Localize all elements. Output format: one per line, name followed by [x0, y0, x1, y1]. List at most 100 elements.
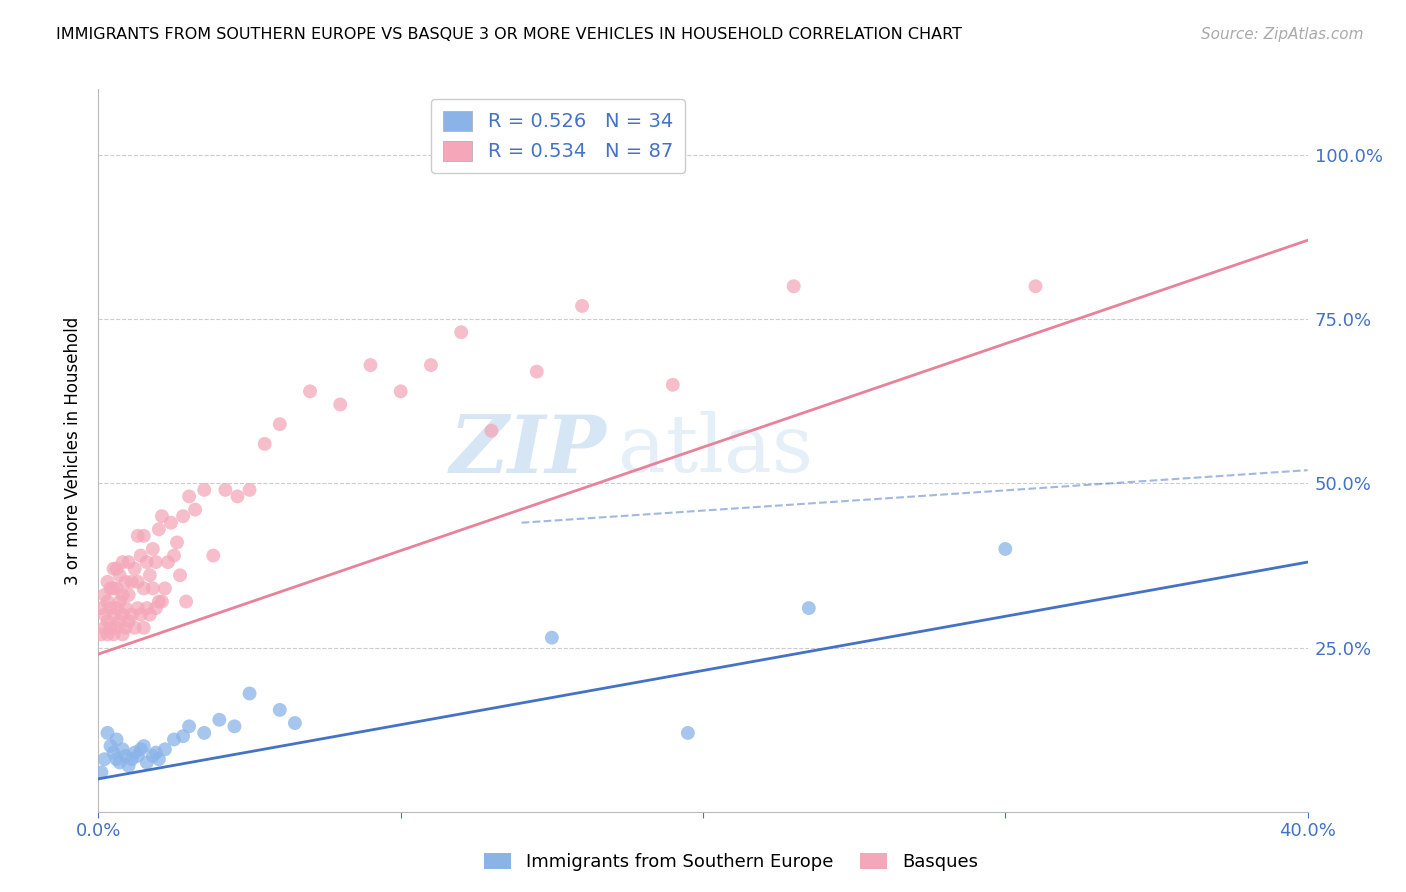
Point: [163, 732, 186, 747]
Point: [450, 325, 472, 339]
Point: [124, 562, 146, 576]
Point: [93, 607, 115, 622]
Point: [239, 483, 262, 497]
Point: [142, 541, 165, 556]
Point: [96, 614, 118, 628]
Point: [100, 582, 122, 596]
Point: [132, 582, 155, 596]
Point: [121, 607, 143, 622]
Point: [127, 529, 149, 543]
Point: [676, 726, 699, 740]
Point: [148, 752, 170, 766]
Point: [148, 522, 170, 536]
Point: [526, 365, 548, 379]
Point: [127, 574, 149, 589]
Point: [202, 549, 225, 563]
Point: [797, 601, 820, 615]
Point: [108, 568, 131, 582]
Point: [129, 742, 152, 756]
Point: [132, 739, 155, 753]
Point: [1024, 279, 1046, 293]
Point: [105, 562, 128, 576]
Point: [108, 756, 131, 770]
Point: [93, 621, 115, 635]
Point: [284, 716, 307, 731]
Point: [540, 631, 562, 645]
Text: ZIP: ZIP: [450, 412, 606, 489]
Point: [179, 719, 201, 733]
Point: [100, 601, 122, 615]
Point: [90, 627, 112, 641]
Point: [142, 582, 165, 596]
Point: [103, 562, 125, 576]
Point: [139, 568, 162, 582]
Point: [253, 437, 276, 451]
Point: [145, 555, 167, 569]
Point: [214, 483, 236, 497]
Point: [124, 746, 146, 760]
Point: [184, 502, 207, 516]
Point: [127, 748, 149, 763]
Point: [90, 765, 112, 780]
Y-axis label: 3 or more Vehicles in Household: 3 or more Vehicles in Household: [65, 317, 83, 584]
Point: [121, 574, 143, 589]
Point: [481, 424, 503, 438]
Point: [135, 601, 157, 615]
Point: [145, 746, 167, 760]
Text: atlas: atlas: [619, 411, 814, 490]
Legend: Immigrants from Southern Europe, Basques: Immigrants from Southern Europe, Basques: [477, 846, 986, 879]
Point: [193, 726, 215, 740]
Point: [96, 627, 118, 641]
Point: [571, 299, 593, 313]
Point: [172, 729, 194, 743]
Point: [661, 377, 683, 392]
Point: [114, 601, 136, 615]
Point: [329, 397, 352, 411]
Point: [100, 621, 122, 635]
Point: [105, 601, 128, 615]
Point: [148, 594, 170, 608]
Text: Source: ZipAtlas.com: Source: ZipAtlas.com: [1201, 27, 1364, 42]
Point: [174, 594, 197, 608]
Point: [93, 588, 115, 602]
Point: [111, 627, 134, 641]
Point: [118, 555, 141, 569]
Text: IMMIGRANTS FROM SOUTHERN EUROPE VS BASQUE 3 OR MORE VEHICLES IN HOUSEHOLD CORREL: IMMIGRANTS FROM SOUTHERN EUROPE VS BASQU…: [56, 27, 962, 42]
Point: [135, 555, 157, 569]
Point: [105, 621, 128, 635]
Point: [111, 555, 134, 569]
Point: [129, 549, 152, 563]
Point: [150, 594, 173, 608]
Point: [142, 748, 165, 763]
Point: [132, 621, 155, 635]
Point: [132, 529, 155, 543]
Point: [129, 607, 152, 622]
Point: [269, 417, 291, 432]
Point: [179, 490, 201, 504]
Point: [103, 627, 125, 641]
Point: [150, 509, 173, 524]
Point: [114, 574, 136, 589]
Point: [103, 607, 125, 622]
Point: [269, 703, 291, 717]
Point: [226, 490, 249, 504]
Point: [124, 621, 146, 635]
Point: [994, 541, 1017, 556]
Point: [114, 748, 136, 763]
Point: [389, 384, 412, 399]
Point: [118, 588, 141, 602]
Point: [360, 358, 382, 372]
Point: [299, 384, 322, 399]
Point: [108, 594, 131, 608]
Point: [118, 758, 141, 772]
Point: [105, 582, 128, 596]
Point: [111, 607, 134, 622]
Point: [96, 726, 118, 740]
Point: [103, 582, 125, 596]
Point: [103, 746, 125, 760]
Point: [163, 549, 186, 563]
Point: [420, 358, 443, 372]
Point: [224, 719, 246, 733]
Point: [96, 574, 118, 589]
Point: [111, 742, 134, 756]
